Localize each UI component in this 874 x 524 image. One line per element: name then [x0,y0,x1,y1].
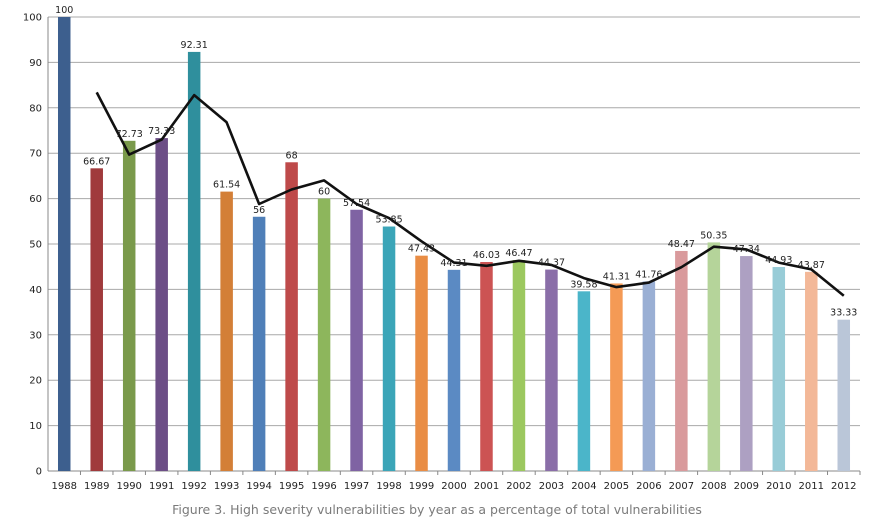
trend-line [95,91,845,297]
x-tick-label-1993: 1993 [214,481,239,492]
data-label-1999: 47.43 [408,244,435,255]
data-label-1995: 68 [286,150,298,161]
y-tick-label: 10 [29,421,42,432]
x-tick-label-2011: 2011 [799,481,824,492]
x-tick-label-1994: 1994 [246,481,271,492]
bar-2011 [805,271,818,471]
bar-1999 [415,255,428,471]
data-label-1992: 92.31 [181,40,208,51]
x-tick-label-1992: 1992 [181,481,206,492]
bar-1991 [155,138,168,472]
bar-1994 [252,216,266,471]
figure-caption: Figure 3. High severity vulnerabilities … [172,502,702,517]
data-label-1988: 100 [55,5,73,16]
data-label-1990: 72.73 [116,129,143,140]
x-tick-label-2012: 2012 [831,481,856,492]
data-label-2011: 43.87 [798,260,825,271]
x-tick-label-2000: 2000 [441,481,466,492]
x-tick-label-2003: 2003 [539,481,564,492]
bar-2012 [837,319,851,471]
trend-line-group [95,91,845,297]
data-label-1996: 60 [318,187,330,198]
bar-2001 [480,262,493,471]
x-tick-label-1997: 1997 [344,481,369,492]
y-axis: 0 10 20 30 40 50 60 70 80 90 100 [23,13,49,478]
x-tick-label-2007: 2007 [669,481,694,492]
x-tick-label-1990: 1990 [116,481,141,492]
bar-1992 [187,51,201,472]
x-tick-label-2009: 2009 [734,481,759,492]
x-tick-label-2005: 2005 [604,481,629,492]
bar-1998 [382,226,396,471]
y-tick-label: 50 [29,240,42,251]
y-tick-label: 0 [36,467,42,478]
data-label-2007: 48.47 [668,239,695,250]
x-tick-label-1999: 1999 [409,481,434,492]
x-tick-label-2002: 2002 [506,481,531,492]
y-tick-label: 60 [29,194,42,205]
data-label-2012: 33.33 [830,308,857,319]
x-tick-label-2006: 2006 [636,481,661,492]
x-tick-label-1996: 1996 [311,481,336,492]
bar-1990 [122,140,136,472]
y-tick-label: 100 [23,13,42,24]
bar-2004 [577,291,591,471]
data-label-2003: 44.37 [538,258,565,269]
x-tick-label-1989: 1989 [84,481,109,492]
data-label-2010: 44.93 [765,255,792,266]
bar-1988 [57,17,71,471]
data-label-2008: 50.35 [700,230,727,241]
data-label-1991: 73.33 [148,126,175,137]
data-label-2005: 41.31 [603,271,630,282]
bar-2002 [512,260,526,471]
data-label-1994: 56 [253,205,265,216]
x-tick-label-2010: 2010 [766,481,791,492]
x-tick-label-1998: 1998 [376,481,401,492]
y-tick-label: 20 [29,376,42,387]
data-label-2009: 47.34 [733,244,760,255]
data-labels: 100 66.67 72.73 73.33 92.31 61.54 56 68 60 57.54 5… [55,5,857,319]
bars [57,17,851,472]
bar-2006 [642,281,656,471]
bar-2005 [610,283,623,471]
bar-1989 [90,168,103,471]
y-tick-label: 90 [29,58,42,69]
data-label-2002: 46.47 [505,248,532,259]
x-tick-label-2008: 2008 [701,481,726,492]
bar-1996 [317,198,331,471]
data-label-1993: 61.54 [213,180,240,191]
bar-1995 [285,162,298,471]
bar-2010 [772,267,786,471]
data-label-1998: 53.85 [375,215,402,226]
bar-2009 [740,256,753,471]
y-tick-label: 80 [29,103,42,114]
data-label-2001: 46.03 [473,250,500,261]
bar-1993 [220,191,233,471]
data-label-2006: 41.76 [635,269,662,280]
x-axis: 1988 1989 1990 1991 1992 1993 1994 1995 1996 1997… [52,471,861,492]
data-label-2004: 39.58 [570,279,597,290]
bar-2003 [545,269,558,471]
x-tick-label-1988: 1988 [52,481,77,492]
bar-1997 [350,209,363,471]
y-tick-label: 70 [29,149,42,160]
x-tick-label-1991: 1991 [149,481,174,492]
x-tick-label-1995: 1995 [279,481,304,492]
x-tick-label-2001: 2001 [474,481,499,492]
bar-2007 [675,250,688,471]
data-label-2000: 44.31 [440,258,467,269]
bar-2000 [447,269,461,471]
data-label-1989: 66.67 [83,156,110,167]
bar-2008 [707,242,721,471]
x-tick-label-2004: 2004 [571,481,596,492]
y-tick-label: 40 [29,285,42,296]
data-label-1997: 57.54 [343,198,370,209]
y-tick-label: 30 [29,330,42,341]
